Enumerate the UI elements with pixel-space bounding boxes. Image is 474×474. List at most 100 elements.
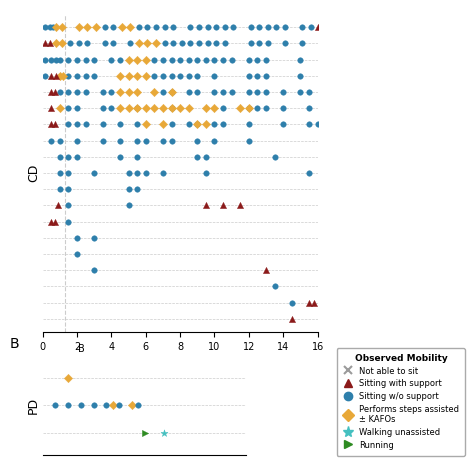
Point: [59, 72, 67, 80]
X-axis label: Age (years): Age (years): [148, 357, 212, 367]
Point: [202, 120, 210, 128]
Point: [91, 169, 98, 177]
Point: [64, 153, 72, 161]
Point: [168, 137, 175, 145]
Point: [159, 137, 167, 145]
Point: [245, 104, 253, 112]
Point: [109, 23, 117, 31]
Point: [135, 401, 142, 409]
Point: [254, 56, 261, 64]
Point: [142, 104, 149, 112]
Point: [99, 120, 107, 128]
Point: [142, 169, 149, 177]
Point: [255, 23, 263, 31]
Point: [141, 429, 148, 437]
Point: [64, 374, 72, 382]
Point: [176, 104, 184, 112]
Point: [210, 120, 218, 128]
Point: [133, 88, 141, 96]
Point: [116, 88, 124, 96]
Point: [202, 169, 210, 177]
Point: [82, 88, 90, 96]
Point: [185, 120, 192, 128]
Point: [247, 40, 255, 47]
Point: [142, 56, 149, 64]
Point: [92, 23, 100, 31]
Point: [83, 40, 91, 47]
Point: [64, 88, 72, 96]
Point: [47, 56, 55, 64]
Point: [116, 56, 124, 64]
Point: [314, 23, 321, 31]
Point: [298, 23, 306, 31]
Point: [210, 137, 218, 145]
Point: [151, 104, 158, 112]
Point: [245, 104, 253, 112]
Point: [64, 104, 72, 112]
Point: [168, 120, 175, 128]
Point: [125, 201, 132, 209]
Point: [125, 88, 132, 96]
Point: [310, 299, 318, 306]
Point: [142, 72, 149, 80]
Point: [202, 153, 210, 161]
Point: [279, 88, 287, 96]
Point: [202, 201, 210, 209]
Point: [168, 104, 175, 112]
Point: [91, 72, 98, 80]
Point: [108, 88, 115, 96]
Point: [133, 72, 141, 80]
Point: [56, 56, 64, 64]
Point: [125, 72, 132, 80]
Point: [298, 40, 306, 47]
Point: [212, 40, 220, 47]
Point: [64, 72, 72, 80]
Point: [135, 23, 143, 31]
Point: [254, 88, 261, 96]
Point: [115, 401, 123, 409]
Point: [314, 120, 321, 128]
Point: [273, 23, 280, 31]
Point: [152, 23, 160, 31]
Point: [56, 137, 64, 145]
Point: [135, 40, 143, 47]
Point: [49, 23, 57, 31]
Point: [64, 169, 72, 177]
Point: [264, 23, 272, 31]
Point: [125, 56, 132, 64]
Point: [247, 23, 255, 31]
Point: [151, 56, 158, 64]
Point: [47, 218, 55, 226]
Point: [168, 104, 175, 112]
Point: [125, 169, 132, 177]
Point: [229, 23, 237, 31]
Point: [221, 23, 228, 31]
Point: [228, 56, 236, 64]
Point: [151, 88, 158, 96]
Point: [56, 153, 64, 161]
Point: [161, 23, 168, 31]
Point: [47, 88, 55, 96]
Point: [47, 137, 55, 145]
Y-axis label: CD: CD: [27, 164, 40, 182]
Point: [297, 72, 304, 80]
Point: [51, 88, 58, 96]
Y-axis label: PD: PD: [27, 397, 40, 414]
Point: [204, 40, 211, 47]
Point: [73, 88, 81, 96]
Point: [52, 401, 59, 409]
Point: [210, 88, 218, 96]
Point: [185, 72, 192, 80]
Point: [288, 299, 296, 306]
Point: [271, 283, 278, 290]
Point: [168, 72, 175, 80]
Point: [168, 88, 175, 96]
Point: [64, 120, 72, 128]
Point: [210, 72, 218, 80]
Point: [118, 23, 126, 31]
Point: [210, 104, 218, 112]
Point: [159, 88, 167, 96]
Point: [262, 88, 270, 96]
Point: [254, 104, 261, 112]
Point: [41, 234, 49, 242]
